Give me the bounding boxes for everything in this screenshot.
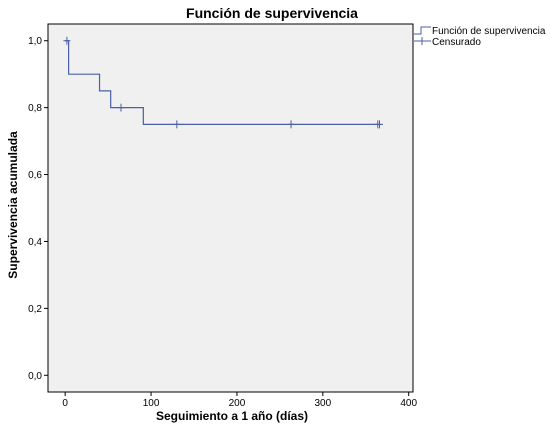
censored-marker (63, 36, 71, 45)
y-tick-label: 1,0 (28, 36, 42, 47)
y-tick-label: 0,2 (28, 304, 42, 315)
y-axis-ticks: 0,0 0,2 0,4 0,6 0,8 1,0 (28, 36, 48, 382)
series-layer (63, 36, 384, 129)
x-tick-label: 300 (314, 398, 331, 409)
x-tick-label: 100 (143, 398, 160, 409)
y-tick-label: 0,6 (28, 170, 42, 181)
censored-marker (287, 120, 295, 129)
legend-item-censored: Censurado (414, 37, 481, 48)
x-tick-label: 200 (229, 398, 246, 409)
legend-item-survival: Función de supervivencia (414, 26, 546, 37)
x-axis-ticks: 0 100 200 300 400 (62, 392, 417, 409)
x-axis-label: Seguimiento a 1 año (días) (156, 409, 308, 423)
y-tick-label: 0,0 (28, 371, 42, 382)
x-tick-label: 400 (400, 398, 417, 409)
censored-marker (173, 120, 181, 129)
y-tick-label: 0,8 (28, 103, 42, 114)
survival-step-line (65, 40, 379, 125)
chart-title: Función de supervivencia (186, 5, 358, 21)
legend: Función de supervivencia Censurado (414, 26, 546, 48)
legend-step-symbol (414, 26, 431, 35)
legend-label-censored: Censurado (432, 37, 481, 48)
legend-label-survival: Función de supervivencia (432, 26, 546, 37)
plot-area (47, 23, 414, 393)
censored-marker (117, 103, 125, 112)
censored-marker (376, 120, 384, 129)
y-tick-label: 0,4 (28, 237, 42, 248)
y-axis-label: Supervivencia acumulada (6, 131, 20, 279)
x-tick-label: 0 (62, 398, 68, 409)
